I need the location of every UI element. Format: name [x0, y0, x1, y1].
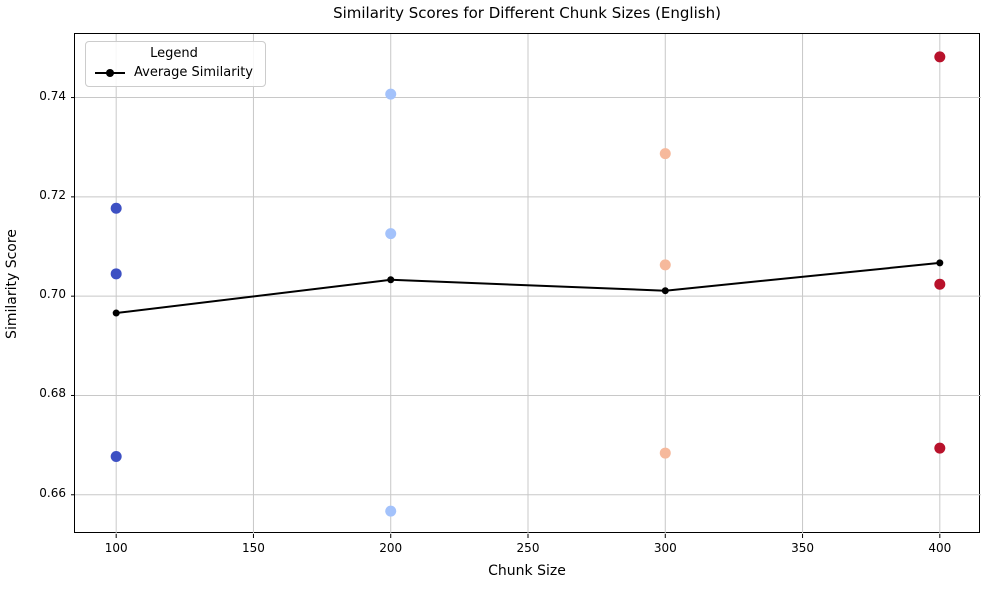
scatter-point-chunk-100: [110, 451, 122, 463]
average-similarity-line: [116, 261, 940, 315]
y-tick-label: 0.70: [39, 287, 66, 302]
y-tick-label: 0.68: [39, 386, 66, 401]
legend-title: Legend: [150, 46, 198, 61]
y-tick-label: 0.66: [39, 485, 66, 500]
x-tick-label: 150: [242, 541, 265, 555]
scatter-point-chunk-400: [934, 442, 946, 454]
scatter-point-chunk-300: [659, 148, 671, 160]
scatter-point-chunk-300: [659, 447, 671, 459]
legend-entry-label: Average Similarity: [134, 65, 253, 80]
y-tick-label: 0.74: [39, 88, 66, 103]
plot-canvas: [71, 34, 981, 538]
plot-area: Legend Average Similarity 100 150 200 250 30…: [39, 33, 981, 555]
chart-title: Similarity Scores for Different Chunk Si…: [333, 4, 721, 22]
x-tick-label: 300: [653, 541, 677, 555]
x-tick-label: 350: [791, 541, 814, 555]
legend: Legend Average Similarity: [85, 41, 266, 87]
scatter-point-chunk-100: [110, 268, 122, 280]
x-tick-label: 400: [928, 541, 952, 555]
x-tick-label: 200: [379, 541, 403, 555]
average-point: [936, 259, 944, 267]
scatter-point-chunk-200: [385, 88, 397, 100]
line-dot-marker-icon: [95, 68, 125, 78]
scatter-point-chunk-400: [934, 51, 946, 63]
scatter-point-chunk-400: [934, 278, 946, 290]
x-tick-label: 100: [104, 541, 128, 555]
scatter-point-chunk-200: [385, 228, 397, 240]
average-point: [661, 287, 669, 295]
scatter-point-chunk-200: [385, 505, 397, 517]
scatter-point-chunk-300: [659, 259, 671, 271]
x-axis-label: Chunk Size: [488, 563, 566, 579]
average-point: [387, 276, 395, 284]
y-axis-label: Similarity Score: [4, 229, 20, 339]
average-point: [112, 309, 120, 317]
scatter-point-chunk-100: [110, 202, 122, 214]
x-tick-label: 250: [516, 541, 540, 555]
legend-entry-average-similarity: Average Similarity: [95, 65, 253, 80]
y-tick-label: 0.72: [39, 187, 66, 202]
